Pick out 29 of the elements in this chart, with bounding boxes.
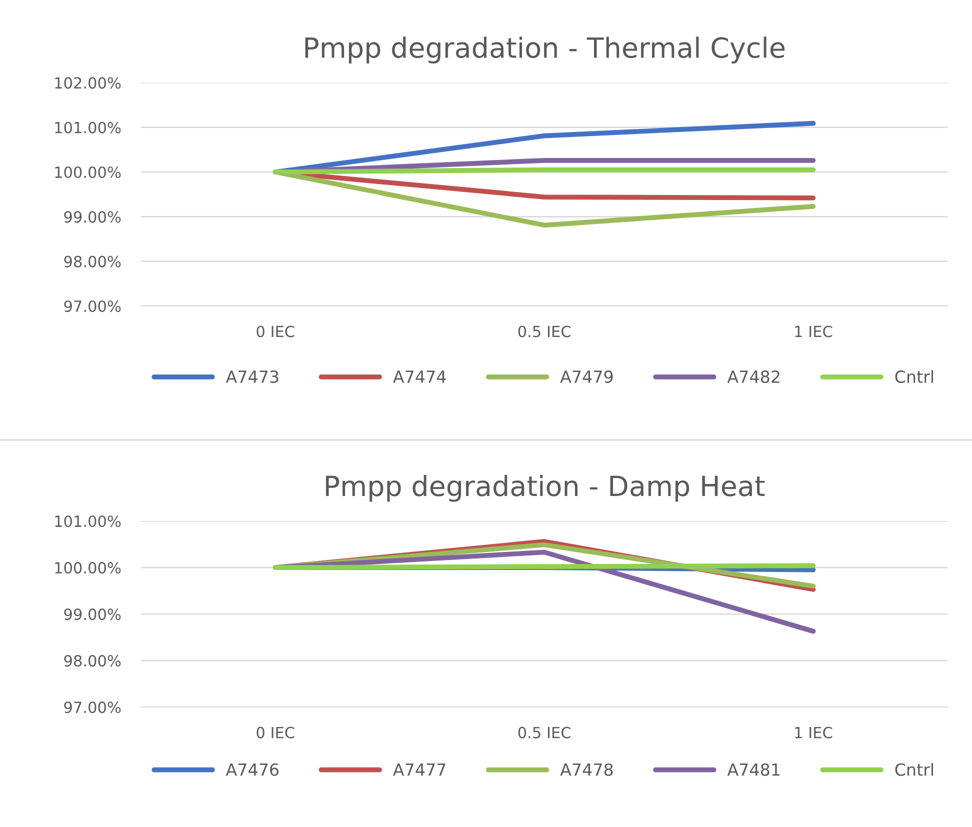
y-tick-label: 102.00% <box>55 77 121 89</box>
x-tick-label: 0.5 IEC <box>518 326 570 338</box>
x-tick-label: 0 IEC <box>256 326 294 338</box>
chart-title: Pmpp degradation - Thermal Cycle <box>305 36 785 64</box>
legend-label: A7477 <box>393 764 446 776</box>
y-tick-label: 97.00% <box>64 702 121 714</box>
y-tick-label: 98.00% <box>64 655 121 667</box>
x-tick-label: 1 IEC <box>795 726 832 738</box>
y-tick-label: 101.00% <box>55 122 121 134</box>
legend-label: Cntrl <box>895 370 934 384</box>
legend-label: A7476 <box>226 763 279 776</box>
y-tick-label: 97.00% <box>64 300 121 312</box>
legend-label: A7473 <box>226 370 278 384</box>
legend-label: A7474 <box>393 370 446 383</box>
y-tick-label: 99.00% <box>64 608 121 620</box>
x-tick-label: 0 IEC <box>256 726 294 738</box>
y-tick-label: 99.00% <box>64 211 121 223</box>
legend-label: A7478 <box>560 763 613 776</box>
legend-label: A7479 <box>560 370 613 384</box>
x-tick-label: 1 IEC <box>795 326 832 338</box>
legend-label: A7482 <box>727 370 780 384</box>
y-tick-label: 98.00% <box>64 256 121 268</box>
y-tick-label: 100.00% <box>55 166 121 178</box>
y-tick-label: 100.00% <box>55 562 121 574</box>
y-tick-label: 101.00% <box>55 515 121 528</box>
legend-label: A7481 <box>727 763 780 776</box>
x-tick-label: 0.5 IEC <box>518 726 570 738</box>
legend-label: Cntrl <box>895 763 934 776</box>
chart-title: Pmpp degradation - Damp Heat <box>326 474 765 502</box>
